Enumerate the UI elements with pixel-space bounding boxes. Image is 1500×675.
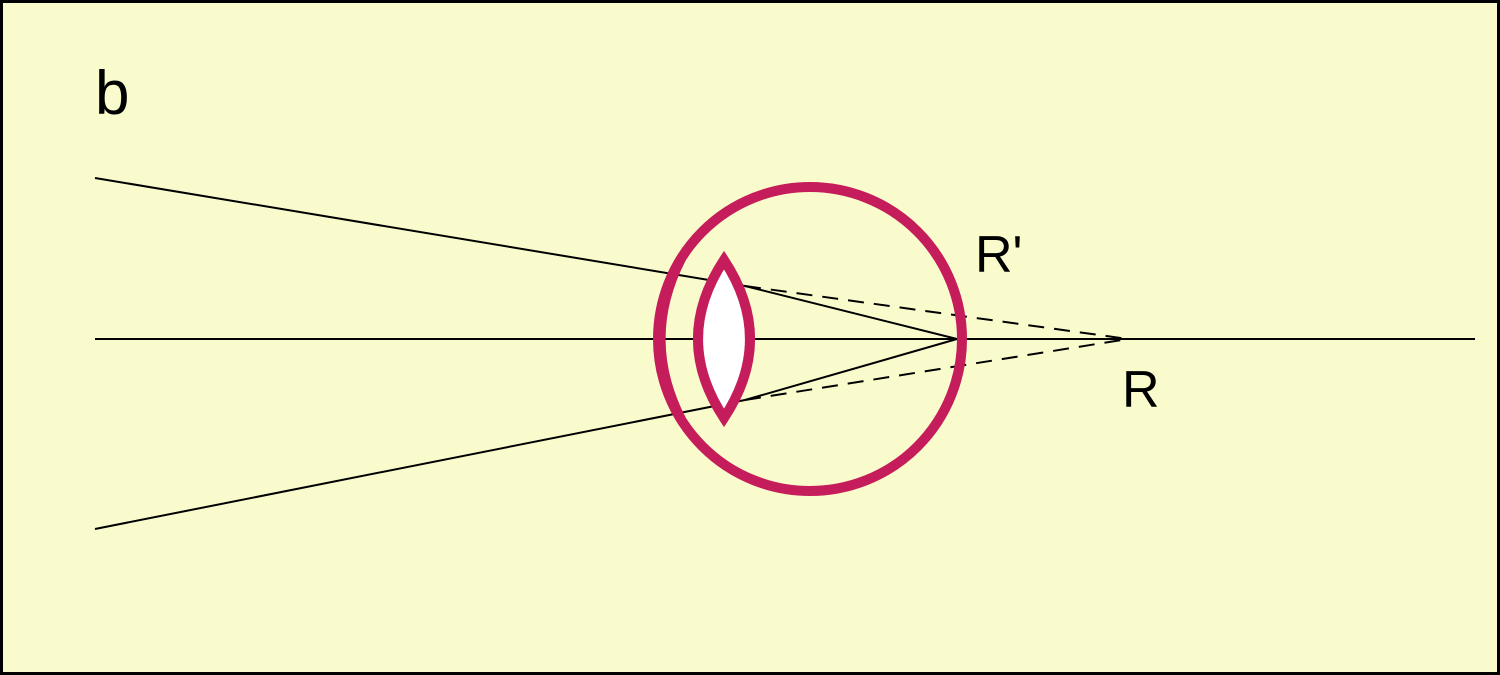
panel-label: b — [95, 59, 129, 128]
eye-optics-diagram: b R' R — [0, 0, 1500, 675]
label-r-prime: R' — [975, 226, 1022, 284]
label-r: R — [1122, 361, 1160, 419]
eye-lens — [698, 260, 750, 418]
